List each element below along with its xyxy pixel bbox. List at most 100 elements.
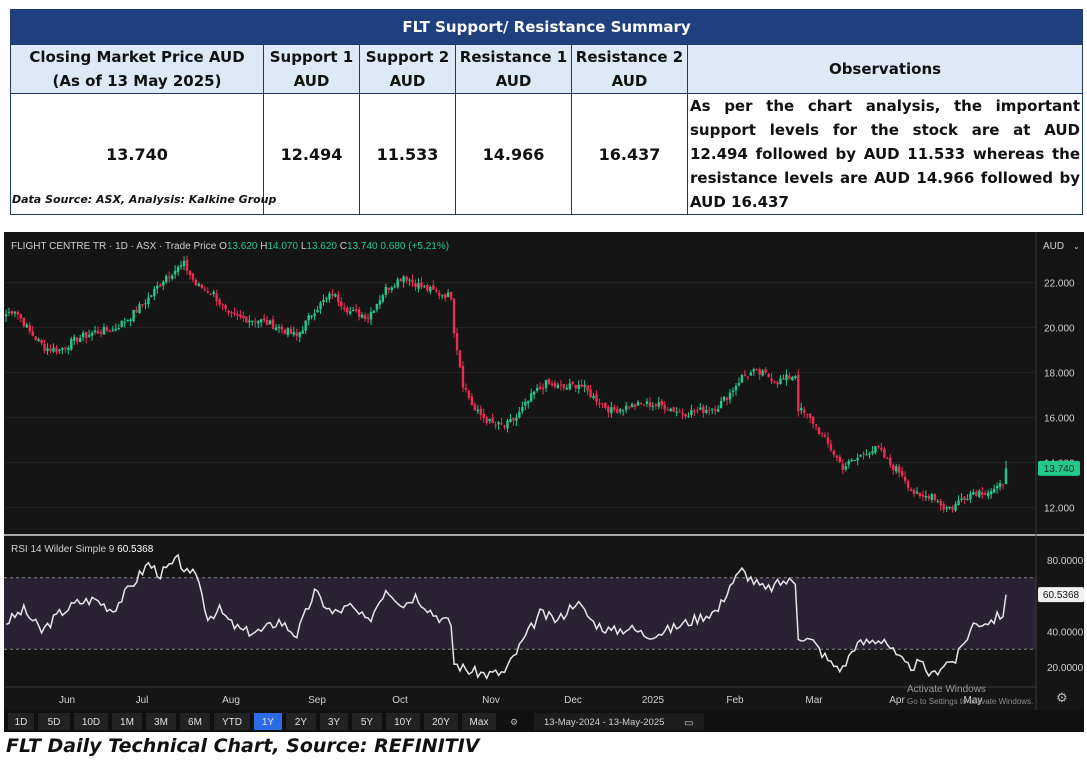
- candle-body: [773, 381, 776, 383]
- timeframe-label[interactable]: 2Y: [295, 717, 308, 728]
- timeframe-button-10d[interactable]: 10D: [74, 713, 108, 730]
- candle-body: [467, 390, 471, 398]
- candle-body: [663, 405, 666, 410]
- date-range-selector[interactable]: 13-May-2024 - 13-May-2025 ▭: [534, 713, 704, 730]
- candle-body: [55, 347, 58, 353]
- timeframe-label[interactable]: 3Y: [328, 717, 341, 728]
- candle-body: [1001, 484, 1005, 486]
- timeframe-label[interactable]: 5Y: [361, 717, 374, 728]
- candle-body: [405, 276, 408, 281]
- candle-body: [105, 327, 109, 331]
- timeframe-button-3y[interactable]: 3Y: [320, 713, 348, 730]
- candle-body: [233, 312, 236, 315]
- candle-body: [438, 292, 441, 296]
- timeframe-button-bg[interactable]: [424, 713, 458, 730]
- candle-body: [512, 418, 515, 421]
- candle-body: [945, 507, 948, 509]
- timeframe-label[interactable]: 1M: [120, 717, 134, 728]
- timeframe-button-bg[interactable]: [146, 713, 176, 730]
- timeframe-label[interactable]: 20Y: [432, 717, 450, 728]
- candle-body: [933, 494, 936, 501]
- candle-body: [547, 379, 551, 385]
- timeframe-button-bg[interactable]: [180, 713, 210, 730]
- timeframe-button-6m[interactable]: 6M: [180, 713, 210, 730]
- candle-body: [73, 336, 76, 341]
- calendar-icon[interactable]: ▭: [684, 718, 693, 729]
- candle-body: [995, 485, 999, 489]
- candle-body: [470, 396, 474, 405]
- candle-body: [794, 376, 797, 379]
- timeframe-button-bg[interactable]: [74, 713, 108, 730]
- timeframe-label[interactable]: 10Y: [394, 717, 412, 728]
- timeframe-button-1d[interactable]: 1D: [8, 713, 34, 730]
- timeframe-button-10y[interactable]: 10Y: [386, 713, 420, 730]
- timeframe-label[interactable]: Max: [470, 717, 489, 728]
- candle-body: [725, 398, 729, 400]
- candle-body: [892, 464, 895, 471]
- rsi-tick-label: 80.0000: [1047, 556, 1084, 567]
- settings-gear-icon[interactable]: ⚙: [1056, 691, 1068, 706]
- timeframe-button-bg[interactable]: [112, 713, 142, 730]
- timeframe-button-max[interactable]: Max: [462, 713, 496, 730]
- candle-body: [690, 409, 693, 416]
- timeframe-button-5d[interactable]: 5D: [38, 713, 70, 730]
- timeframe-label[interactable]: YTD: [222, 717, 242, 728]
- timeframe-button-1y[interactable]: 1Y: [254, 713, 282, 730]
- candle-body: [666, 409, 669, 411]
- timeframe-button-1m[interactable]: 1M: [112, 713, 142, 730]
- header-support-2: Support 2 AUD: [359, 44, 456, 94]
- candle-body: [972, 492, 975, 495]
- candle-body: [337, 294, 340, 303]
- timeframe-label[interactable]: 5D: [48, 717, 61, 728]
- ohlc-change-pct: (+5.21%): [408, 241, 449, 252]
- timeframe-button-bg[interactable]: [462, 713, 496, 730]
- timeframe-button-5y[interactable]: 5Y: [352, 713, 382, 730]
- timeframe-label[interactable]: 1Y: [262, 717, 275, 728]
- currency-selector[interactable]: AUD ⌄: [1043, 241, 1080, 252]
- timeframe-label[interactable]: 1D: [15, 717, 28, 728]
- timeframe-label[interactable]: 3M: [154, 717, 168, 728]
- timeframe-button-bg[interactable]: [286, 713, 316, 730]
- timeframe-button-bg[interactable]: [214, 713, 250, 730]
- timeframe-button-bg[interactable]: [352, 713, 382, 730]
- chevron-down-icon[interactable]: ⌄: [1073, 242, 1080, 251]
- date-range-text[interactable]: 13-May-2024 - 13-May-2025: [544, 717, 664, 728]
- candle-body: [81, 332, 85, 338]
- timeframe-button-2y[interactable]: 2Y: [286, 713, 316, 730]
- date-range-box[interactable]: [534, 713, 704, 730]
- timeframe-button-20y[interactable]: 20Y: [424, 713, 458, 730]
- timeframe-button-ytd[interactable]: YTD: [214, 713, 250, 730]
- timeframe-button-3m[interactable]: 3M: [146, 713, 176, 730]
- data-source-note: Data Source: ASX, Analysis: Kalkine Grou…: [12, 193, 277, 206]
- candle-body: [921, 494, 925, 497]
- candle-body: [159, 284, 162, 287]
- timeframe-button-bg[interactable]: [254, 713, 282, 730]
- candle-body: [811, 416, 815, 424]
- toolbar-settings-icon[interactable]: ⚙: [510, 718, 518, 728]
- candle-body: [58, 349, 61, 352]
- timeframe-button-bg[interactable]: [320, 713, 348, 730]
- candle-body: [280, 326, 284, 330]
- timeframe-button-bg[interactable]: [8, 713, 34, 730]
- candle-body: [43, 343, 46, 352]
- candle-body: [895, 466, 898, 472]
- candle-body: [541, 387, 545, 390]
- timeframe-button-bg[interactable]: [386, 713, 420, 730]
- timeframe-label[interactable]: 6M: [188, 717, 202, 728]
- ohlc-l-label: L: [301, 241, 307, 252]
- candle-body: [120, 320, 123, 327]
- currency-label[interactable]: AUD: [1043, 241, 1064, 252]
- candle-body: [286, 328, 290, 336]
- price-tick-label: 18.000: [1044, 369, 1075, 380]
- candle-body: [328, 293, 331, 300]
- candle-body: [67, 347, 70, 351]
- candle-body: [351, 309, 355, 311]
- candle-body: [601, 403, 604, 405]
- candle-body: [716, 409, 720, 412]
- candle-body: [10, 310, 14, 315]
- timeframe-button-bg[interactable]: [38, 713, 70, 730]
- timeframe-label[interactable]: 10D: [82, 717, 100, 728]
- candle-body: [645, 401, 649, 404]
- candle-body: [776, 382, 779, 385]
- candle-body: [298, 332, 301, 337]
